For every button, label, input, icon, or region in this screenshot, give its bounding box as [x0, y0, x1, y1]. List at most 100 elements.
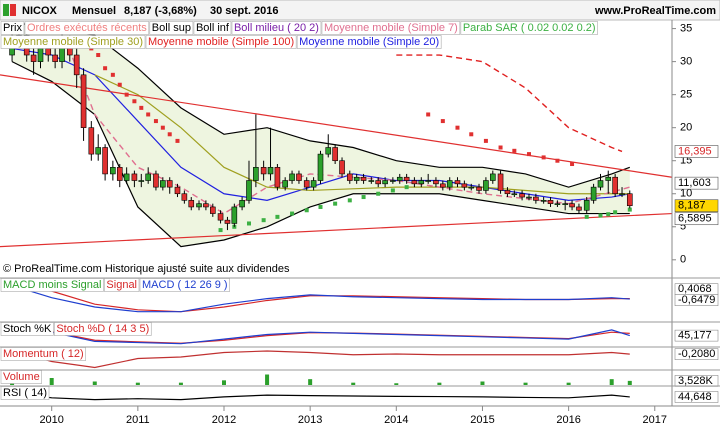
y-tick-label: 10 — [680, 188, 692, 200]
sar-dot — [175, 138, 180, 143]
sar-dot — [526, 152, 531, 157]
sar-dot — [124, 92, 129, 97]
candle-body — [95, 147, 102, 155]
candle-body — [411, 180, 418, 185]
candle-body — [153, 173, 159, 188]
legend-label: Momentum ( 12) — [3, 348, 84, 360]
legend-box — [321, 21, 461, 35]
sar-dot — [246, 221, 251, 226]
sar-dot — [96, 53, 101, 58]
legend-label: Signal — [106, 279, 137, 291]
sar-dot — [160, 125, 165, 130]
candle-body — [382, 180, 388, 185]
band-fill — [12, 21, 630, 247]
candle-body — [425, 180, 431, 182]
candle-body — [605, 176, 612, 181]
candle-body — [468, 186, 475, 189]
candle-body — [260, 167, 267, 175]
candle-body — [576, 206, 582, 211]
sar-dot — [390, 188, 395, 193]
sar-dot — [426, 112, 431, 117]
volume-bar — [566, 382, 571, 385]
candle-body — [131, 173, 138, 181]
candle-body — [296, 173, 302, 181]
candle-body — [123, 173, 130, 181]
candle-body — [446, 180, 453, 188]
sar-dot — [570, 162, 575, 167]
sar-dot — [290, 211, 295, 216]
sar-dot — [304, 208, 309, 213]
candle-body — [289, 173, 295, 181]
sar-dot — [318, 204, 323, 209]
legend-label: Moyenne mobile (Simple 100) — [148, 36, 294, 48]
candle-body — [433, 180, 439, 185]
volume-bar — [49, 378, 54, 385]
sar-dot — [404, 185, 409, 190]
candle-body — [231, 206, 238, 224]
period: Mensuel — [72, 5, 116, 17]
legend-label: MACD moins Signal — [3, 279, 101, 291]
sar-dot — [469, 132, 474, 137]
legend-box — [149, 21, 194, 35]
candle-body — [116, 167, 123, 181]
x-tick-label: 2015 — [470, 414, 494, 426]
sar-dot — [455, 125, 460, 130]
value-tag-label: -0,2080 — [678, 348, 715, 360]
candle-body — [612, 176, 618, 195]
sar-dot — [139, 105, 144, 110]
legend-label: Stoch %K — [3, 323, 52, 335]
candle-body — [619, 193, 625, 196]
sar-dot — [606, 212, 611, 217]
candle-body — [317, 153, 324, 181]
y-tick-label: 35 — [680, 22, 692, 34]
sar-dot — [333, 201, 338, 206]
candle-body — [569, 203, 575, 208]
legend-box — [0, 386, 50, 400]
legend-box — [0, 322, 54, 336]
candle-body — [540, 200, 547, 202]
sar-dot — [103, 66, 108, 71]
value-tag — [674, 329, 719, 342]
value-tag-label: 0,4068 — [678, 283, 712, 295]
volume-bar — [627, 380, 632, 385]
sar-dot — [146, 112, 151, 117]
x-tick-label: 2014 — [384, 414, 408, 426]
last-price: 8,187 (-3,68%) — [124, 5, 197, 17]
x-tick-label: 2012 — [212, 414, 236, 426]
legend-label: Stoch %D ( 14 3 5) — [56, 323, 149, 335]
candle-body — [339, 160, 345, 175]
price-tag — [674, 199, 719, 213]
y-tick-label: 20 — [680, 122, 692, 134]
band-lower — [11, 61, 630, 248]
candle-body — [511, 193, 518, 196]
candle-body — [203, 203, 209, 208]
sar-dot — [627, 207, 632, 212]
symbol: NICOX — [22, 5, 58, 17]
sar-dot — [584, 214, 589, 219]
candle-body — [504, 190, 511, 195]
candle-body — [533, 196, 539, 201]
x-tick-label: 2017 — [643, 414, 667, 426]
candle-body — [274, 167, 281, 188]
trendline — [0, 74, 673, 178]
volume-bar — [222, 380, 226, 385]
candle-body — [102, 147, 108, 175]
sar-dot — [541, 155, 546, 160]
y-tick-label: 0 — [680, 254, 686, 266]
candle-body — [597, 180, 604, 188]
sar-dot — [376, 191, 381, 196]
candle-body — [52, 54, 58, 62]
volume-bar — [308, 379, 313, 385]
indicator-line — [11, 349, 630, 369]
value-tag-label: -0,6479 — [678, 294, 715, 306]
x-tick-label: 2010 — [39, 414, 63, 426]
price-tag-label: 8,187 — [678, 200, 706, 212]
candle-body — [138, 180, 145, 182]
volume-bar — [265, 374, 270, 385]
candle-body — [224, 219, 231, 224]
candle-body — [73, 54, 80, 76]
value-tag — [674, 348, 719, 360]
legend-label: Boll milieu ( 20 2) — [234, 22, 319, 34]
legend-box — [139, 278, 230, 292]
